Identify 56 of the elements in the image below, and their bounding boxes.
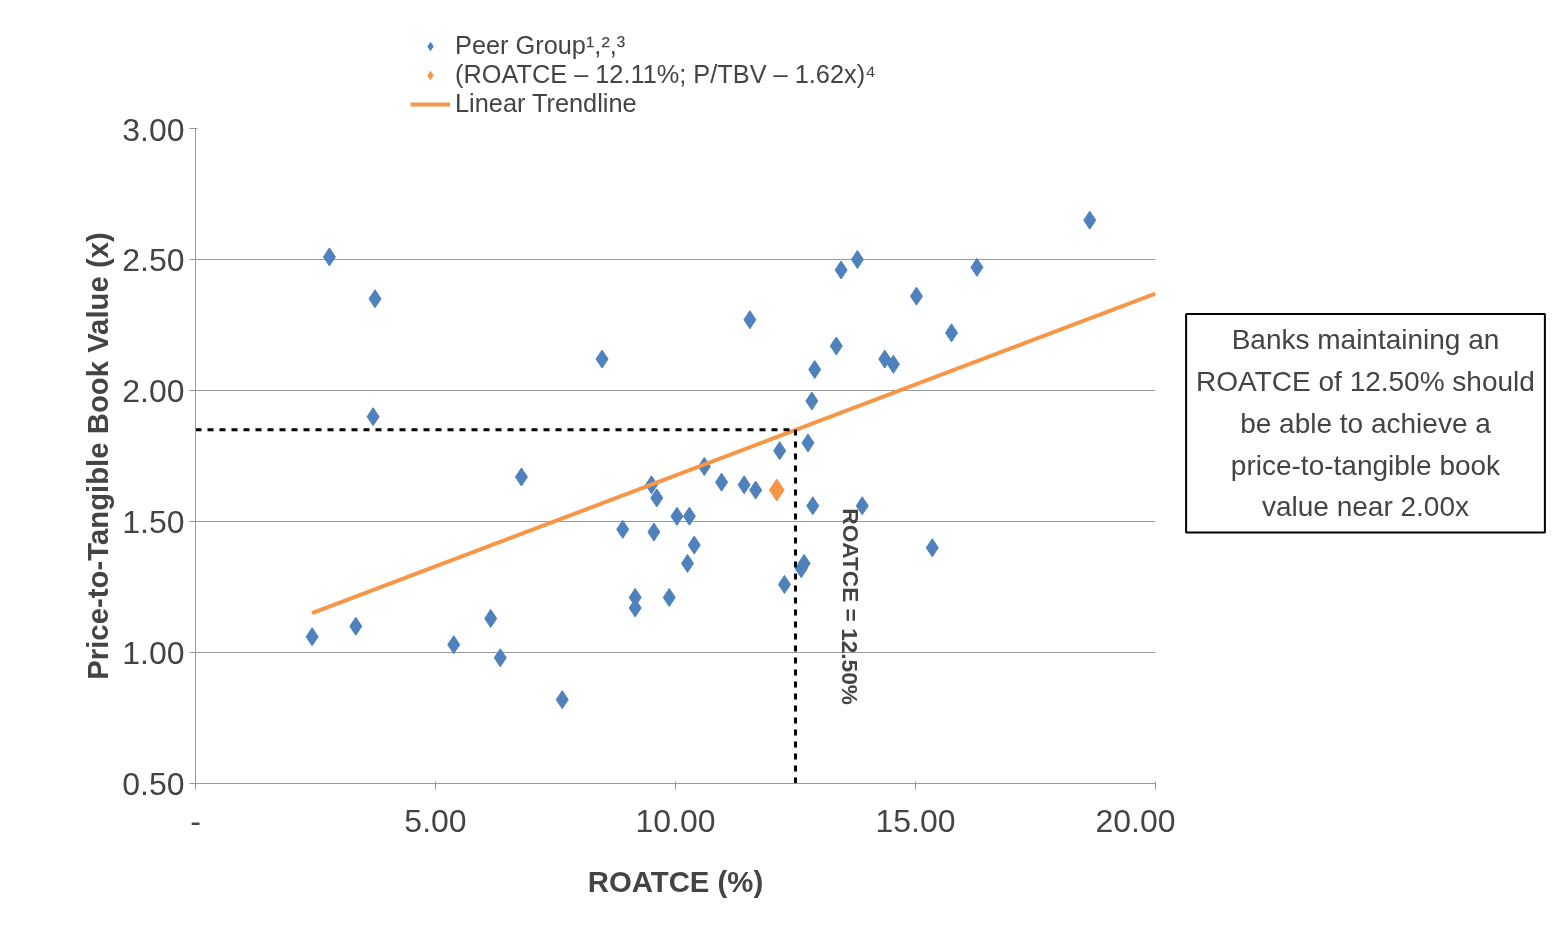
legend-label: Peer Group¹,²,³ <box>455 31 626 60</box>
point <box>749 480 763 500</box>
point <box>687 535 701 555</box>
point <box>886 354 900 374</box>
y-tick-label: 2.00 <box>122 372 185 409</box>
point <box>662 587 676 607</box>
point <box>737 475 751 495</box>
point <box>806 496 820 516</box>
y-tick-label: 1.50 <box>122 503 185 540</box>
point <box>1083 210 1097 230</box>
point <box>555 690 569 710</box>
ref-line-label: ROATCE = 12.50% <box>837 508 864 705</box>
point <box>808 360 822 380</box>
y-axis-title: Price-to-Tangible Book Value (x) <box>81 232 115 680</box>
point <box>484 608 498 628</box>
point <box>366 407 380 427</box>
y-tick-label: 3.00 <box>122 111 185 148</box>
legend-label: Linear Trendline <box>455 89 637 118</box>
point <box>368 289 382 309</box>
point <box>647 522 661 542</box>
x-tick-label: 20.00 <box>1095 802 1176 839</box>
x-tick-label: 5.00 <box>404 802 467 839</box>
point <box>447 635 461 655</box>
point <box>493 648 507 668</box>
point <box>650 488 664 508</box>
y-tick-label: 0.50 <box>122 765 185 802</box>
x-axis-title: ROATCE (%) <box>587 864 764 898</box>
point <box>777 574 791 594</box>
y-tick-label: 1.00 <box>122 634 185 671</box>
point <box>616 519 630 539</box>
point <box>970 257 984 277</box>
point <box>925 538 939 558</box>
x-tick-label: - <box>190 802 201 839</box>
point <box>514 467 528 487</box>
y-tick-label: 2.50 <box>122 241 185 278</box>
point <box>829 336 843 356</box>
point <box>805 391 819 411</box>
point <box>850 250 864 269</box>
point <box>773 441 787 461</box>
point <box>322 247 336 267</box>
point <box>595 349 609 369</box>
point <box>743 310 757 330</box>
point <box>834 260 848 280</box>
point <box>909 286 923 306</box>
legend-label: (ROATCE – 12.11%; P/TBV – 1.62x)⁴ <box>455 60 876 89</box>
x-tick-label: 10.00 <box>635 802 716 839</box>
text: Banks maintaining an ROATCE of 12.50% should be able to achieve a price-to-tangible book value near 2.00x <box>1196 324 1535 523</box>
point <box>670 506 684 526</box>
point <box>768 478 785 502</box>
point <box>715 472 729 492</box>
point <box>878 349 892 369</box>
point <box>801 433 815 453</box>
x-tick-label: 15.00 <box>875 802 956 839</box>
point <box>682 506 696 526</box>
point <box>305 627 319 647</box>
point <box>349 616 363 636</box>
